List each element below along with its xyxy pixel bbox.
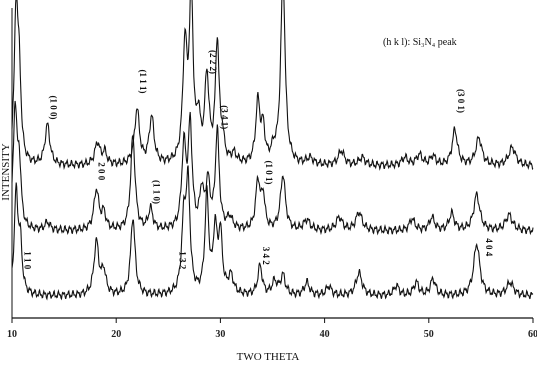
peak-label: (2 2 2) (208, 50, 218, 74)
peak-label-group: (1 0 0)(1 1 1)(2 0 0)(2 2 2)(2 1 0)(3 0 … (22, 50, 494, 270)
peak-label: (1 1 0) (152, 180, 162, 204)
y-axis-label: INTENSITY (0, 143, 12, 200)
peak-label: 2 0 0 (96, 162, 106, 181)
peak-label: 3 4 2 (261, 247, 271, 266)
peak-label: (3 0 1) (456, 89, 466, 113)
x-axis: 10 20 30 40 50 60 (7, 317, 537, 340)
x-tick-label: 10 (7, 329, 17, 340)
peak-label: (1 1 1) (138, 70, 148, 94)
diffraction-trace-2 (11, 100, 534, 236)
peak-label: 4 0 4 (484, 238, 494, 256)
diffraction-trace-3 (11, 165, 534, 301)
x-tick-label: 20 (111, 329, 121, 340)
x-tick-group: 10 20 30 40 50 60 (7, 318, 537, 340)
x-tick-label: 60 (528, 329, 537, 340)
diffraction-trace-1 (11, 0, 534, 171)
peak-label: (1 0 1) (264, 161, 274, 185)
x-tick-label: 40 (320, 329, 330, 340)
legend-text: (h k l): Si₃N₄ peak (383, 37, 457, 48)
peak-label: 1 3 2 (178, 251, 188, 270)
peak-label: 1 1 0 (22, 251, 32, 270)
peak-label: (1 0 0) (48, 96, 58, 120)
x-axis-label: TWO THETA (237, 351, 300, 363)
peak-label: (3 4 1) (219, 105, 229, 129)
x-tick-label: 30 (215, 329, 225, 340)
trace-group (11, 0, 534, 301)
x-tick-label: 50 (424, 329, 434, 340)
